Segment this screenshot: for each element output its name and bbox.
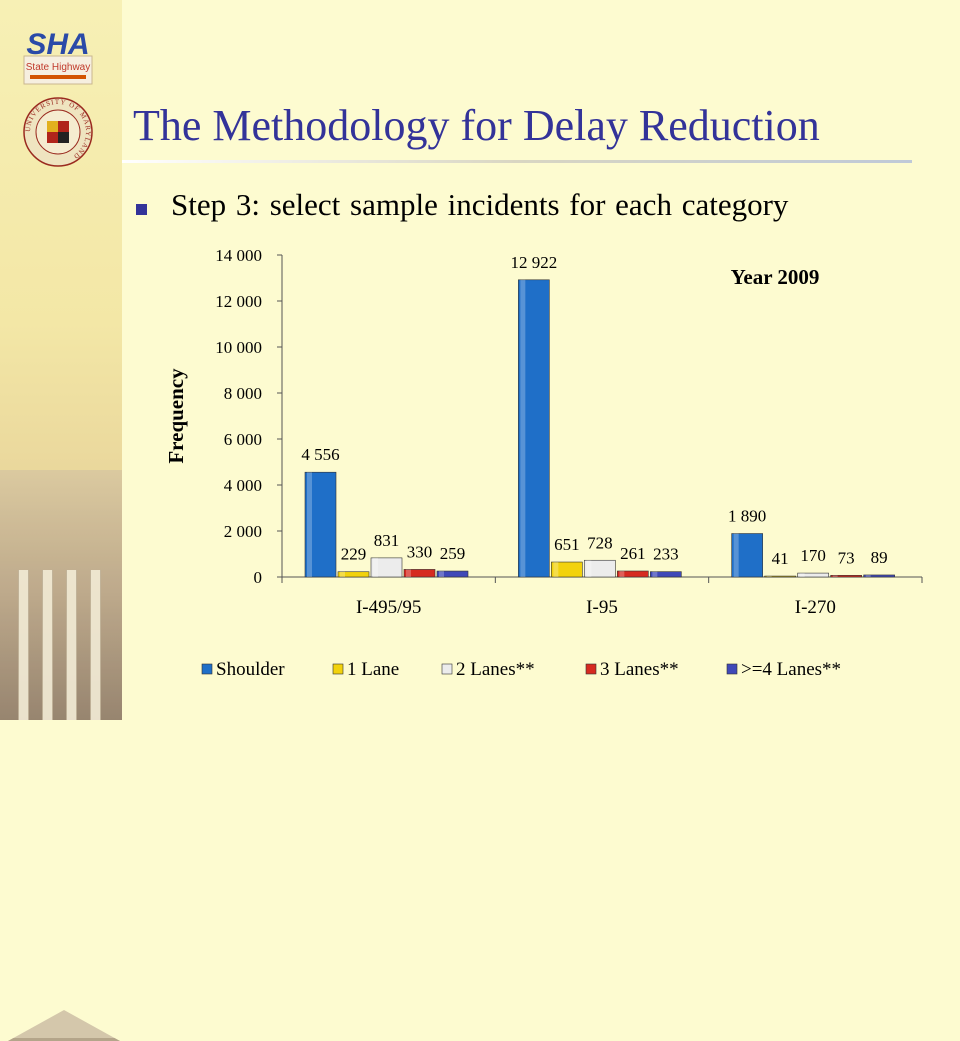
legend-swatch [441,663,453,675]
sha-logo: SHA State Highway [23,28,93,85]
bar-1-3 [617,570,649,578]
title-divider [122,160,912,163]
chart-annotation: Year 2009 [731,265,820,289]
data-label-2-2: 170 [800,546,826,565]
chart-bars [304,279,895,578]
y-tick-label: 6 000 [224,430,262,449]
bar-highlight [799,573,805,577]
bar-highlight [586,560,592,577]
bar-highlight [553,562,559,577]
data-label-0-2: 831 [374,531,400,550]
frequency-bar-chart: 0 2 000 4 000 6 000 8 000 10 000 12 000 14 000 I… [164,246,923,680]
building-pediment [8,1010,120,1041]
legend-label: Shoulder [216,659,285,680]
data-label-2-0: 1 890 [728,507,766,526]
sha-logo-text: SHA [26,28,89,61]
data-label-1-1: 651 [554,535,580,554]
y-tick-label: 14 000 [215,246,262,265]
bar-1-4 [650,571,682,578]
bar-highlight [520,279,526,577]
building-column [90,570,101,720]
bar-0-1 [337,571,370,578]
chart-axes: 0 2 000 4 000 6 000 8 000 10 000 12 000 14 000 I… [215,246,923,618]
data-label-2-3: 73 [838,548,855,567]
bar-highlight [766,576,772,577]
sha-logo-subtext: State Highway [26,62,90,73]
bar-highlight [307,472,312,577]
building-column [66,570,77,720]
chart-legend: Shoulder 1 Lane 2 Lanes** 3 Lanes** >=4 Lane… [201,659,841,680]
x-tick-label: I-495/95 [356,597,421,618]
bar-2-1 [764,575,796,578]
legend-label: 2 Lanes** [456,659,535,680]
y-tick-label: 8 000 [224,384,262,403]
slide-title: The Methodology for Delay Reduction [133,101,820,150]
data-label-2-1: 41 [772,549,789,568]
data-label-0-0: 4 556 [301,445,339,464]
data-label-1-2: 728 [587,533,613,552]
bar-highlight [340,571,345,577]
y-tick-label: 0 [254,568,263,587]
bar-2-2 [797,572,829,578]
legend-label: >=4 Lanes** [741,659,841,680]
legend-label: 1 Lane [347,659,399,680]
bar-highlight [652,571,658,577]
bar-highlight [439,571,444,577]
bar-2-4 [863,574,895,578]
y-tick-label: 2 000 [224,522,262,541]
slide: SHA State Highway UNIVERSITY OF MARYLAND… [0,0,923,1041]
x-tick-label: I-95 [586,597,618,618]
umd-seal: UNIVERSITY OF MARYLAND [23,97,93,167]
y-tick-label: 10 000 [215,338,262,357]
bar-highlight [373,557,378,577]
bar-0-0 [304,471,337,578]
y-axis-label: Frequency [164,368,188,464]
data-label-0-3: 330 [407,542,433,561]
data-label-1-3: 261 [620,544,646,563]
legend-swatch [726,663,738,675]
bar-highlight [832,575,838,577]
campus-building-photo [0,470,122,1041]
bar-highlight [733,533,739,577]
bullet-text: Step 3: select sample incidents for each… [171,187,789,222]
bar-1-2 [584,559,616,578]
x-tick-label: I-270 [795,597,836,618]
y-tick-label: 12 000 [215,292,262,311]
bar-highlight [406,569,411,577]
bar-0-4 [436,570,469,578]
bullet-marker [136,204,147,215]
y-tick-label: 4 000 [224,476,262,495]
bar-2-3 [830,575,862,578]
bar-0-2 [370,557,403,578]
legend-swatch [585,663,597,675]
legend-swatch [201,663,213,675]
bar-highlight [865,574,871,577]
data-label-2-4: 89 [871,548,888,567]
building-column [42,570,53,720]
chart-data-labels: 4 556 229 831 330 259 12 922 651 728 261 233 1 890… [301,253,887,568]
legend-swatch [332,663,344,675]
data-label-0-1: 229 [341,545,367,564]
legend-label: 3 Lanes** [600,659,679,680]
bar-1-1 [551,561,583,578]
data-label-1-0: 12 922 [510,253,557,272]
bar-0-3 [403,569,436,578]
data-label-0-4: 259 [440,544,466,563]
data-label-1-4: 233 [653,545,679,564]
bar-highlight [619,570,625,577]
building-column [18,570,29,720]
bar-1-0 [518,279,550,578]
bar-2-0 [731,533,763,578]
